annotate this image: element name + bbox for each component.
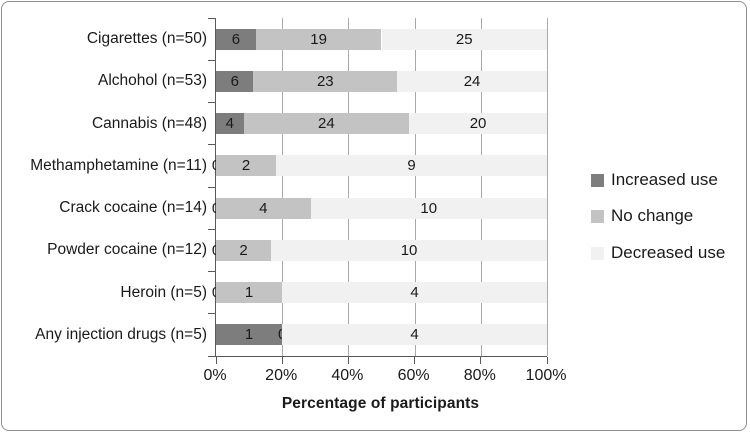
value-label: 4 — [410, 326, 419, 344]
plot-area: 61925623244242002904100210014104 — [208, 17, 548, 364]
y-axis-tick — [208, 313, 215, 315]
legend-item-increased-use: Increased use — [591, 170, 718, 190]
y-axis-tick — [208, 17, 215, 19]
y-axis-tick — [208, 102, 215, 103]
bar-segment: 10 — [271, 239, 547, 261]
category-label: Heroin (n=5) — [120, 283, 207, 301]
value-label: 1 — [244, 284, 254, 302]
x-axis-tick — [546, 357, 548, 364]
bar-segment: 10 — [310, 197, 547, 219]
bar-row: 014 — [212, 282, 547, 304]
value-label: 20 — [469, 115, 487, 133]
bar-segment: 2 — [216, 239, 272, 261]
y-axis-tick — [208, 59, 215, 61]
bar-row: 6 23 24 — [216, 70, 547, 92]
bar-segment: 23 — [253, 70, 398, 92]
bar-segment: 4 — [282, 324, 547, 346]
category-label: Any injection drugs (n=5) — [35, 325, 207, 343]
bar-segment: 19 — [255, 28, 382, 50]
category-label: Powder cocaine (n=12) — [47, 241, 207, 259]
bar-segment: 6 — [216, 70, 254, 92]
bar-segment: 20 — [409, 113, 547, 135]
bar-segment: 4 — [216, 197, 311, 219]
value-label: 2 — [241, 157, 251, 175]
legend-swatch-decreased-use — [591, 246, 604, 260]
category-label: Methamphetamine (n=11) — [30, 156, 207, 174]
bar-segment: 24 — [397, 70, 547, 92]
bar-segment: 6 — [216, 28, 256, 50]
category-label: Alchohol (n=53) — [98, 72, 207, 90]
x-axis-tick — [480, 357, 482, 364]
value-label: 6 — [231, 30, 241, 48]
gridline — [348, 18, 350, 356]
y-axis-tick — [208, 355, 215, 357]
gridline — [547, 18, 548, 356]
value-label: 10 — [400, 241, 418, 259]
x-axis-tick — [414, 357, 416, 364]
value-label: 19 — [310, 30, 327, 48]
bar-segment: 25 — [381, 28, 547, 50]
x-axis-tick — [347, 357, 349, 364]
y-axis-tick — [208, 144, 215, 146]
value-label: 4 — [259, 199, 268, 217]
value-label: 10 — [420, 199, 438, 217]
x-tick-label: 40% — [331, 367, 364, 384]
value-label: 4 — [225, 115, 234, 133]
bar-row: 0410 — [212, 197, 547, 219]
value-label: 23 — [316, 72, 334, 90]
category-label: Cigarettes (n=50) — [86, 30, 207, 48]
bar-segment: 9 — [276, 155, 547, 177]
gridline — [414, 18, 416, 356]
x-tick-label: 20% — [265, 367, 298, 384]
legend-item-decreased-use: Decreased use — [591, 243, 725, 263]
x-tick-label: 0% — [203, 367, 227, 384]
gridline — [282, 18, 284, 356]
value-label: 6 — [230, 72, 239, 90]
x-axis-tick — [281, 357, 283, 364]
x-tick-label: 60% — [397, 367, 430, 384]
bar-segment: 1 — [216, 282, 283, 304]
legend-label: Decreased use — [611, 243, 726, 262]
x-axis-title: Percentage of participants — [281, 395, 480, 412]
bar-segment: 24 — [243, 113, 410, 135]
bar-segment: 4 — [216, 113, 244, 135]
value-label: 1 — [244, 326, 254, 344]
y-axis-tick — [208, 186, 215, 188]
value-label: 24 — [317, 115, 335, 133]
gridline — [480, 18, 482, 356]
legend-label: Increased use — [611, 170, 718, 189]
bar-row: 4 24 20 — [216, 113, 547, 135]
legend-swatch-no-change — [591, 209, 604, 223]
y-axis-tick — [208, 271, 215, 272]
value-label: 25 — [455, 30, 473, 48]
category-label: Cannabis (n=48) — [91, 114, 207, 132]
value-label: 4 — [410, 284, 419, 302]
value-label: 24 — [463, 72, 481, 90]
x-tick-label: 80% — [463, 367, 496, 384]
legend-item-no-change: No change — [591, 206, 693, 226]
value-label: 2 — [239, 241, 248, 259]
x-axis-tick — [215, 357, 217, 364]
value-label: 9 — [407, 157, 416, 175]
x-tick-label: 100% — [525, 367, 567, 384]
bar-segment: 2 — [216, 155, 277, 177]
legend-label: No change — [611, 206, 694, 225]
y-axis-tick — [208, 228, 215, 230]
category-label: Crack cocaine (n=14) — [59, 199, 207, 217]
bar-row: 029 — [212, 155, 547, 177]
bar-row: 6 19 25 — [216, 28, 547, 50]
bar-segment: 4 — [282, 282, 547, 304]
legend-swatch-increased-use — [591, 173, 604, 187]
bar-row: 104 — [216, 324, 547, 346]
bar-segment: 1 — [216, 324, 283, 346]
